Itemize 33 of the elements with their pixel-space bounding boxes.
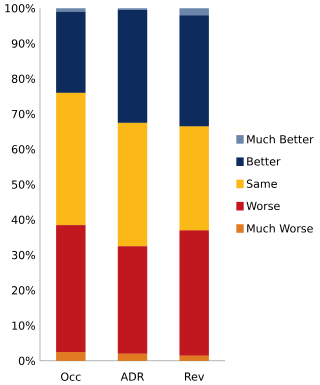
bar <box>118 354 148 361</box>
bar <box>180 356 210 361</box>
y-tick-label: 30% <box>12 250 36 260</box>
bar <box>56 352 86 361</box>
y-tick-label: 20% <box>12 286 36 295</box>
y-tick-label: 100% <box>5 4 36 12</box>
y-tick-label: 70% <box>12 110 36 118</box>
bar <box>118 246 148 354</box>
legend-label: Same <box>247 180 278 188</box>
bar <box>56 92 86 226</box>
y-tick-label: 90% <box>12 39 36 48</box>
bar <box>180 230 210 356</box>
x-tick-label: ADR <box>120 372 144 381</box>
x-tick-label: Occ <box>61 372 81 381</box>
y-tick-label: 50% <box>12 180 36 189</box>
x-tick-label: Rev <box>185 372 204 381</box>
bar <box>118 10 148 123</box>
bar <box>180 8 210 16</box>
y-tick-label: 40% <box>12 216 36 224</box>
bar <box>56 8 86 12</box>
legend-label: Much Better <box>247 134 314 144</box>
legend-label: Worse <box>246 202 280 210</box>
y-tick-label: 10% <box>12 321 36 330</box>
bar <box>118 122 148 246</box>
bar <box>56 225 86 352</box>
bar <box>180 126 210 230</box>
y-tick-label: 60% <box>12 145 36 154</box>
y-tick-label: 0% <box>18 356 36 366</box>
bar <box>56 12 86 93</box>
bar <box>180 15 210 126</box>
legend-label: Better <box>247 157 281 166</box>
y-tick-label: 80% <box>12 74 36 83</box>
legend-label: Much Worse <box>247 224 313 233</box>
